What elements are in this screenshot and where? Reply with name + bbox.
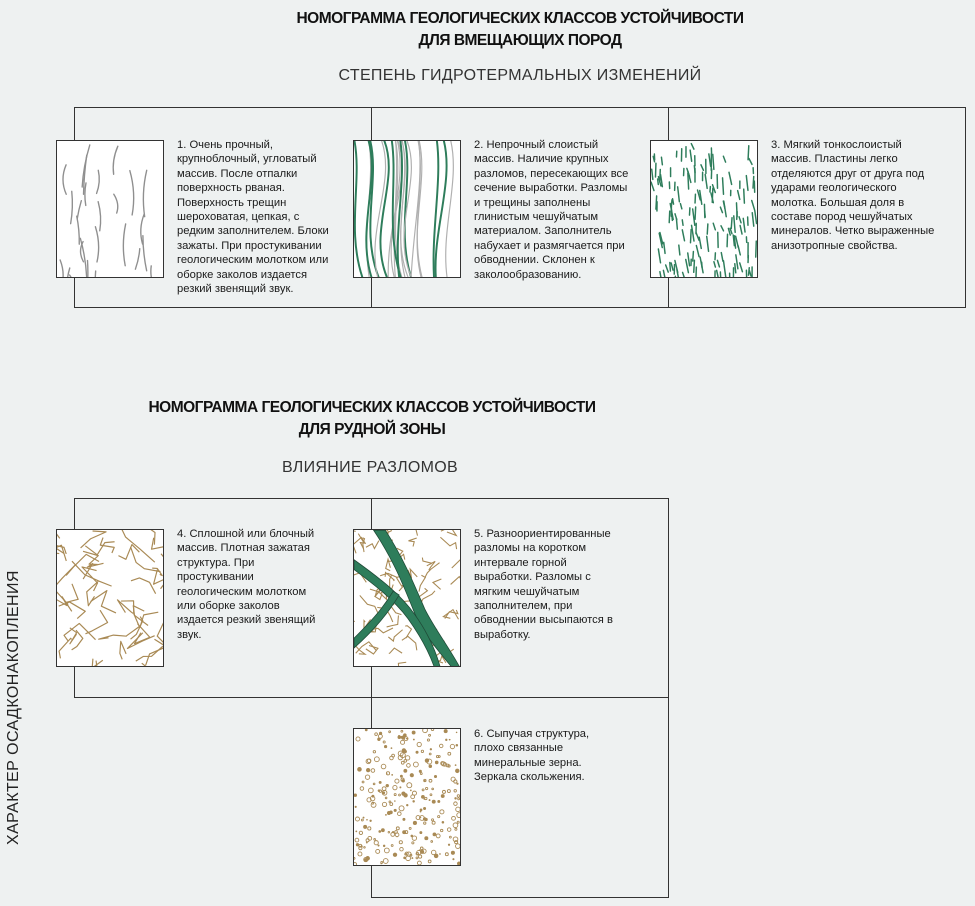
grid-line bbox=[371, 897, 669, 898]
section2-subtitle: ВЛИЯНИЕ РАЗЛОМОВ bbox=[282, 459, 458, 476]
grid-line bbox=[668, 498, 669, 898]
thin-flake-pattern bbox=[651, 142, 757, 277]
class-4-pattern-tile bbox=[56, 529, 164, 667]
block-network-pattern bbox=[57, 530, 163, 666]
class-1-description: 1. Очень прочный, крупноблочный, угловат… bbox=[177, 139, 329, 296]
section1-title-line2: ДЛЯ ВМЕЩАЮЩИХ ПОРОД bbox=[418, 32, 622, 49]
section1-title: НОМОГРАММА ГЕОЛОГИЧЕСКИХ КЛАССОВ УСТОЙЧИ… bbox=[220, 8, 820, 52]
grid-line bbox=[965, 107, 966, 307]
section2-title-line2: ДЛЯ РУДНОЙ ЗОНЫ bbox=[298, 421, 446, 438]
grey-fracture-pattern bbox=[59, 144, 152, 277]
class-3-pattern-tile bbox=[650, 140, 758, 278]
class-3-description: 3. Мягкий тонкослоистый массив. Пластины… bbox=[771, 139, 935, 252]
class-2-description: 2. Непрочный слоистый массив. Наличие кр… bbox=[474, 139, 629, 281]
section2-title-line1: НОМОГРАММА ГЕОЛОГИЧЕСКИХ КЛАССОВ УСТОЙЧИ… bbox=[148, 399, 596, 416]
section1-subtitle: СТЕПЕНЬ ГИДРОТЕРМАЛЬНЫХ ИЗМЕНЕНИЙ bbox=[338, 67, 702, 84]
class-2-pattern-tile bbox=[353, 140, 461, 278]
class-6-description: 6. Сыпучая структура, плохо связанные ми… bbox=[474, 728, 590, 784]
class-6-pattern-tile bbox=[353, 728, 461, 866]
layered-fault-pattern bbox=[354, 141, 454, 277]
class-4-description: 4. Сплошной или блочный массив. Плотная … bbox=[177, 528, 316, 641]
vertical-axis-label: ХАРАКТЕР ОСАДКОНАКОПЛЕНИЯ bbox=[5, 570, 22, 845]
class-5-pattern-tile bbox=[353, 529, 461, 667]
grid-line bbox=[74, 107, 966, 108]
section1-title-line1: НОМОГРАММА ГЕОЛОГИЧЕСКИХ КЛАССОВ УСТОЙЧИ… bbox=[296, 10, 744, 27]
loose-grain-pattern bbox=[354, 729, 460, 865]
section2-title: НОМОГРАММА ГЕОЛОГИЧЕСКИХ КЛАССОВ УСТОЙЧИ… bbox=[72, 397, 672, 441]
grid-line bbox=[371, 498, 372, 898]
grid-line bbox=[74, 307, 966, 308]
class-1-pattern-tile bbox=[56, 140, 164, 278]
fault-network-pattern bbox=[354, 530, 460, 666]
class-5-description: 5. Разноориентированные разломы на корот… bbox=[474, 528, 613, 641]
